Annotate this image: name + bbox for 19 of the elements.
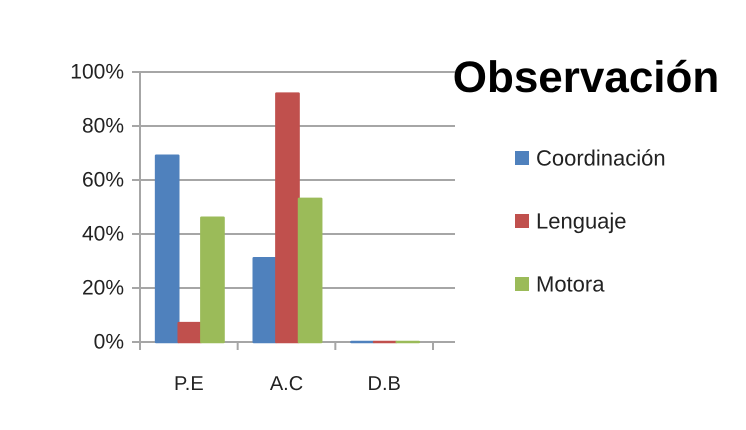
- y-tick-label: 80%: [82, 114, 124, 138]
- x-tick-label: D.B: [367, 373, 401, 396]
- bar: [275, 92, 300, 344]
- legend-label: Motora: [536, 272, 606, 297]
- y-tick-label: 20%: [82, 276, 124, 300]
- legend-label: Coordinación: [536, 146, 666, 171]
- bar: [200, 216, 225, 344]
- x-tick-label: P.E: [174, 373, 204, 396]
- bar: [154, 154, 180, 344]
- y-tick-label: 60%: [82, 168, 124, 192]
- bar: [252, 257, 278, 344]
- bar: [177, 322, 202, 344]
- legend-label: Lenguaje: [536, 208, 627, 234]
- bar: [298, 198, 322, 344]
- x-tick-label: A.C: [270, 373, 304, 396]
- text: Observación: [452, 53, 720, 102]
- y-tick-label: 100%: [70, 60, 124, 84]
- y-tick-label: 40%: [82, 222, 124, 246]
- y-tick-label: 0%: [94, 330, 124, 354]
